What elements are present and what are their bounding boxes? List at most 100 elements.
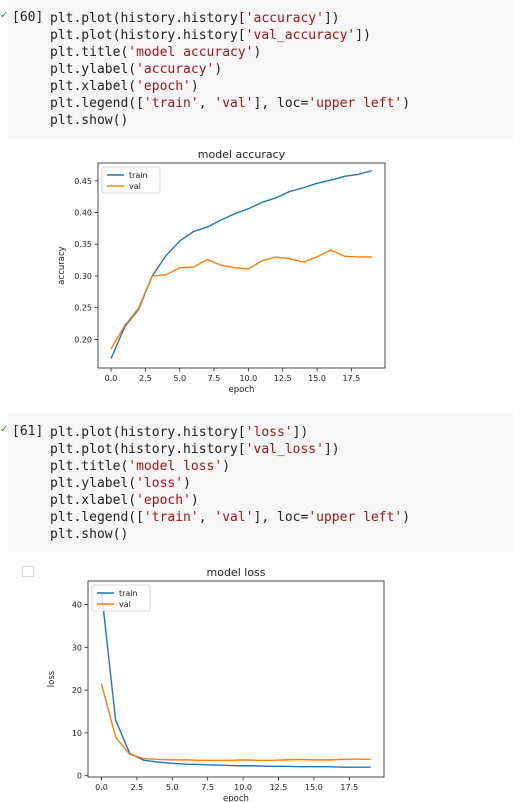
code-token: plt.title( [50,45,129,60]
code-line[interactable]: plt.show() [50,113,128,128]
x-tick-label: 15.0 [308,374,326,383]
code-editor[interactable]: plt.plot(history.history['loss']) plt.pl… [50,424,410,543]
code-cell-background [8,0,513,138]
code-token: ], loc= [253,510,309,525]
code-string-token: 'accuracy' [245,11,324,26]
code-token: ]) [323,442,340,457]
run-status-check-icon: ✓ [0,424,9,435]
y-axis-label: loss [47,670,57,687]
code-line[interactable]: plt.legend(['train', 'val'], loc='upper … [50,510,410,525]
series-line-train [110,169,373,359]
chart-model-accuracy: model accuracy 0.0 2.5 5.0 7.5 10.0 12.5 15.0 17… [57,148,386,395]
code-string-token: 'upper left' [308,96,403,111]
code-token: plt.ylabel( [50,62,137,77]
series-line-train [100,591,371,768]
x-tick-label: 15.0 [305,783,323,792]
x-tick-label: 10.0 [234,783,252,792]
series-line-val [100,683,371,762]
code-token: plt.xlabel( [50,493,137,508]
code-line[interactable]: plt.ylabel('accuracy') [50,62,222,77]
series-line-val [110,249,372,350]
code-token: ) [253,45,262,60]
code-token: plt.legend([ [50,96,144,111]
legend-label-train: train [119,589,138,598]
code-token: plt.plot(history.history[ [50,28,246,43]
code-line[interactable]: plt.plot(history.history['loss']) [50,425,308,440]
code-line[interactable]: plt.legend(['train', 'val'], loc='upper … [50,96,410,111]
code-token: ]) [292,425,309,440]
x-tick-label: 12.5 [274,374,292,383]
y-tick-label: 10 [72,729,82,738]
y-tick-label: 0 [77,772,82,781]
code-cell-background [8,414,513,552]
y-tick-label: 0.35 [74,240,92,249]
code-line[interactable]: plt.plot(history.history['accuracy']) [50,11,340,26]
y-tick-label: 0.20 [74,335,92,344]
code-token: plt.plot(history.history[ [50,11,246,26]
y-axis-label: accuracy [57,246,67,284]
chart-model-loss: model loss 0.0 2.5 5.0 7.5 10.0 12.5 15.0 17.5 0 1… [47,566,385,802]
x-tick-label: 5.0 [173,374,186,383]
plot-area-frame [87,580,385,778]
x-tick-label: 10.0 [239,374,257,383]
code-line[interactable]: plt.title('model loss') [50,459,230,474]
code-token: plt.legend([ [50,510,144,525]
code-string-token: 'val_loss' [245,442,324,457]
code-token: plt.show() [50,527,129,542]
code-token: ) [402,510,411,525]
y-tick-label: 20 [72,686,82,695]
x-tick-label: 0.0 [105,374,118,383]
code-string-token: 'loss' [245,425,293,440]
y-tick-label: 0.25 [74,304,92,313]
code-line[interactable]: plt.show() [50,527,128,542]
code-line[interactable]: plt.title('model accuracy') [50,45,261,60]
x-tick-label: 7.5 [208,374,221,383]
output-toggle-icon[interactable] [22,566,34,577]
code-string-token: 'train' [143,510,199,525]
code-token: plt.xlabel( [50,79,137,94]
code-line[interactable]: plt.plot(history.history['val_loss']) [50,442,340,457]
cell-prompt[interactable]: [61] [12,424,44,439]
x-tick-label: 0.0 [95,783,108,792]
code-token: , [198,510,215,525]
code-token: plt.plot(history.history[ [50,442,246,457]
code-line[interactable]: plt.plot(history.history['val_accuracy']… [50,28,371,43]
code-token: ) [222,459,231,474]
code-token: ) [402,96,411,111]
code-token: ) [183,476,191,491]
chart-title: model accuracy [198,148,286,161]
code-line[interactable]: plt.xlabel('epoch') [50,79,199,94]
code-token: plt.plot(history.history[ [50,425,246,440]
code-token: plt.ylabel( [50,476,137,491]
code-string-token: 'val' [214,96,254,111]
run-status-check-icon: ✓ [0,10,9,21]
x-tick-label: 2.5 [130,783,143,792]
y-tick-label: 30 [72,643,82,652]
code-string-token: 'accuracy' [136,62,215,77]
x-tick-label: 17.5 [340,783,358,792]
code-editor[interactable]: plt.plot(history.history['accuracy']) pl… [50,10,410,129]
code-string-token: 'val_accuracy' [245,28,356,43]
plot-area-frame [97,162,386,369]
x-axis-label: epoch [229,385,255,395]
code-token: ]) [355,28,371,43]
code-string-token: 'model loss' [128,459,223,474]
y-tick-label: 0.30 [74,272,92,281]
x-tick-label: 2.5 [139,374,152,383]
legend-label-val: val [129,182,141,191]
cell-prompt[interactable]: [60] [12,10,44,25]
code-string-token: 'epoch' [136,79,191,94]
legend-label-val: val [119,600,131,609]
code-line[interactable]: plt.xlabel('epoch') [50,493,199,508]
code-string-token: 'upper left' [308,510,403,525]
code-string-token: 'train' [143,96,199,111]
code-token: ], loc= [253,96,309,111]
code-token: plt.show() [50,113,129,128]
code-line[interactable]: plt.ylabel('loss') [50,476,191,491]
code-token: ]) [323,11,340,26]
y-tick-label: 0.40 [74,209,92,218]
code-string-token: 'epoch' [136,493,191,508]
code-string-token: 'loss' [136,476,184,491]
code-string-token: 'val' [214,510,254,525]
y-tick-label: 40 [72,601,82,610]
